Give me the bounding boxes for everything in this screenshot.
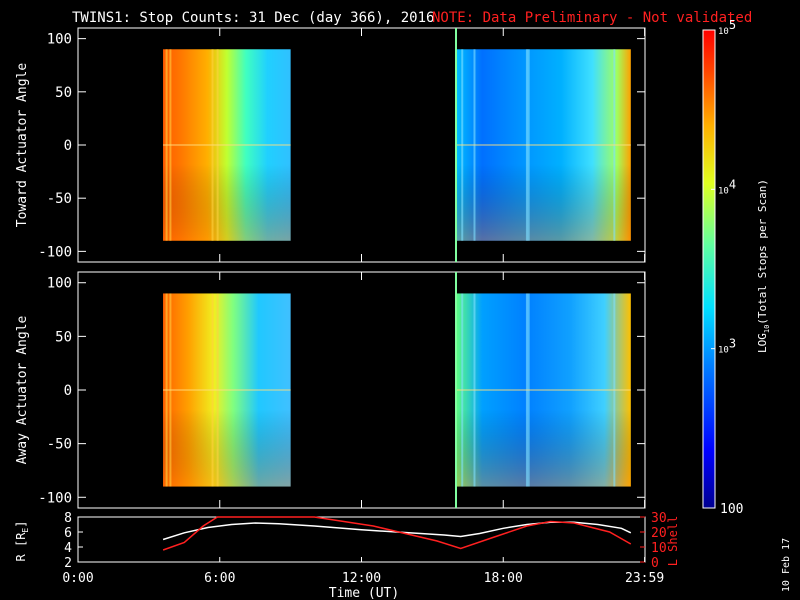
orbit-xtick-label: 23:59 (625, 571, 664, 586)
orbit-xtick-label: 18:00 (484, 571, 523, 586)
colorbar-tick-label: 104 (718, 177, 736, 196)
away-ytick-label: 100 (47, 276, 72, 292)
orbit-right-ytick-label: 20 (651, 526, 667, 541)
colorbar-tick-label: 100 (720, 502, 743, 517)
orbit-right-ytick-label: 0 (651, 556, 659, 571)
orbit-left-label-close: ] (14, 521, 28, 528)
away-ytick-label: -50 (47, 437, 72, 453)
orbit-left-ytick-label: 8 (64, 511, 72, 526)
toward-ytick-label: 100 (47, 32, 72, 48)
orbit-right-ytick-label: 10 (651, 541, 667, 556)
data-note: NOTE: Data Preliminary - Not validated (432, 10, 752, 26)
toward-ytick-label: 50 (55, 85, 72, 101)
orbit-xtick-label: 6:00 (204, 571, 235, 586)
colorbar-tick-base: 10 (718, 346, 729, 356)
colorbar-tick-base: 10 (718, 186, 729, 196)
orbit-left-ytick-label: 4 (64, 541, 72, 556)
toward-ytick-label: -100 (38, 244, 72, 260)
orbit-left-label-main: R [R (14, 532, 28, 562)
colorbar-gradient (702, 29, 716, 509)
away-ytick-label: 50 (55, 329, 72, 345)
chart-title: TWINS1: Stop Counts: 31 Dec (day 366), 2… (72, 10, 434, 26)
orbit-right-label: L Shell (666, 516, 680, 567)
orbit-left-label-sub: E (21, 528, 30, 533)
colorbar-label-log: LOG (756, 333, 769, 353)
away-ytick-label: 0 (64, 383, 72, 399)
colorbar-label-rest: (Total Stops per Scan) (756, 179, 769, 325)
away-ytick-label: -100 (38, 490, 72, 506)
toward-ytick-label: 0 (64, 138, 72, 154)
colorbar-label-sub: 10 (763, 325, 771, 333)
orbit-left-label: R [RE] (14, 521, 30, 562)
colorbar-tick-exp: 3 (729, 337, 736, 351)
orbit-series-l-shell (162, 516, 632, 551)
colorbar-tick-base: 10 (718, 27, 729, 37)
orbit-xtick-label: 0:00 (62, 571, 93, 586)
colorbar-tick-label: 105 (718, 18, 736, 37)
orbit-xtick-label: 12:00 (342, 571, 381, 586)
colorbar-label: LOG10(Total Stops per Scan) (756, 179, 771, 353)
away-panel: 100 50 0 -50 -100 (38, 271, 646, 509)
footer-date: 10 Feb 17 (781, 538, 792, 592)
toward-ylabel: Toward Actuator Angle (15, 63, 30, 228)
away-ylabel: Away Actuator Angle (15, 315, 30, 464)
orbit-right-ytick-label: 30 (651, 511, 667, 526)
orbit-left-ytick-label: 6 (64, 526, 72, 541)
toward-panel: 100 50 0 -50 -100 (38, 27, 646, 263)
colorbar-tick-exp: 4 (729, 177, 736, 191)
toward-ytick-label: -50 (47, 191, 72, 207)
colorbar-tick-label: 103 (718, 337, 736, 356)
colorbar-tick-exp: 5 (729, 18, 736, 32)
orbit-left-ytick-label: 2 (64, 556, 72, 571)
time-axis-label: Time (UT) (329, 586, 399, 600)
